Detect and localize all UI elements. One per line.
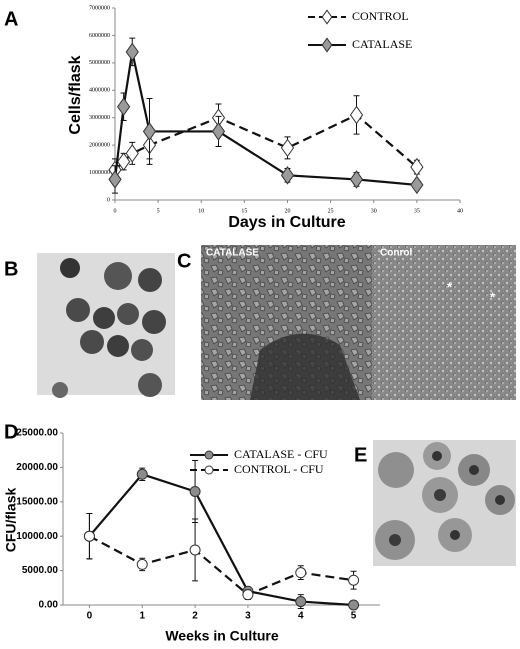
x-tick-label: 0 <box>114 208 117 214</box>
marker <box>136 558 148 570</box>
marker <box>125 144 139 163</box>
legend-label: CONTROL <box>352 9 409 23</box>
marker <box>108 170 122 189</box>
x-tick-label: 40 <box>457 208 463 214</box>
y-tick-label: 25000.00 <box>16 428 58 439</box>
marker <box>142 122 157 141</box>
marker <box>136 468 148 480</box>
y-tick-label: 15000.00 <box>16 496 58 507</box>
x-tick-label: 30 <box>371 208 377 214</box>
series-line <box>88 473 354 607</box>
y-tick-label: 3000000 <box>89 115 110 121</box>
series-line <box>88 535 354 596</box>
micrograph-e <box>373 440 516 566</box>
y-tick-label: 5000000 <box>89 60 110 66</box>
marker <box>280 138 295 158</box>
legend-marker <box>321 9 333 25</box>
y-axis-label: Cells/flask <box>67 55 84 134</box>
y-tick-label: 4000000 <box>89 88 110 94</box>
marker <box>117 97 131 117</box>
marker <box>348 574 360 586</box>
image-label: Conrol <box>380 248 412 259</box>
y-tick-label: 10000.00 <box>16 531 58 542</box>
marker <box>348 599 360 611</box>
x-tick-label: 15 <box>241 208 247 214</box>
y-tick-label: 6000000 <box>89 33 110 39</box>
legend-label: CONTROL - CFU <box>234 462 324 476</box>
legend-marker <box>204 450 214 460</box>
marker <box>295 596 307 608</box>
panel-label: B <box>4 258 18 280</box>
x-tick-label: 35 <box>414 208 420 214</box>
marker <box>83 530 95 542</box>
marker <box>349 105 364 125</box>
y-tick-label: 0 <box>107 197 110 203</box>
y-tick-label: 20000.00 <box>16 462 58 473</box>
x-tick-label: 1 <box>139 611 145 622</box>
micrograph-b <box>37 253 175 398</box>
marker <box>117 152 131 171</box>
x-tick-label: 20 <box>285 208 291 214</box>
x-tick-label: 4 <box>298 611 304 622</box>
panel-label: D <box>4 421 18 443</box>
marker <box>189 485 201 497</box>
image-label: * <box>490 289 496 304</box>
image-label: * <box>447 279 453 294</box>
y-tick-label: 2000000 <box>89 143 110 149</box>
x-tick-label: 5 <box>351 611 357 622</box>
legend-label: CATALASE <box>352 37 412 51</box>
marker <box>349 170 364 189</box>
micrograph-c <box>201 245 516 400</box>
x-axis-label: Weeks in Culture <box>165 628 279 644</box>
y-tick-label: 1000000 <box>89 170 110 176</box>
x-tick-label: 25 <box>328 208 334 214</box>
legend-marker <box>321 37 333 53</box>
y-tick-label: 0.00 <box>39 600 59 611</box>
y-tick-label: 5000.00 <box>22 565 59 576</box>
marker <box>410 157 424 177</box>
y-tick-label: 7000000 <box>89 5 110 11</box>
marker <box>280 166 295 185</box>
panel-label: E <box>354 444 367 466</box>
x-tick-label: 10 <box>198 208 204 214</box>
marker <box>410 175 424 195</box>
y-axis-label: CFU/flask <box>3 488 19 553</box>
legend-label: CATALASE - CFU <box>234 447 328 461</box>
marker <box>211 122 226 141</box>
series-line <box>113 51 417 187</box>
marker <box>189 544 201 556</box>
x-tick-label: 0 <box>87 611 93 622</box>
panel-label: C <box>177 250 191 272</box>
marker <box>242 589 254 601</box>
image-label: CATALASE <box>206 248 259 259</box>
x-tick-label: 5 <box>157 208 160 214</box>
x-tick-label: 2 <box>192 611 198 622</box>
panel-label: A <box>4 8 18 30</box>
x-axis-label: Days in Culture <box>228 214 345 231</box>
marker <box>295 567 307 579</box>
legend-marker <box>204 465 214 475</box>
x-tick-label: 3 <box>245 611 251 622</box>
marker <box>125 42 139 62</box>
series-line <box>114 113 418 171</box>
